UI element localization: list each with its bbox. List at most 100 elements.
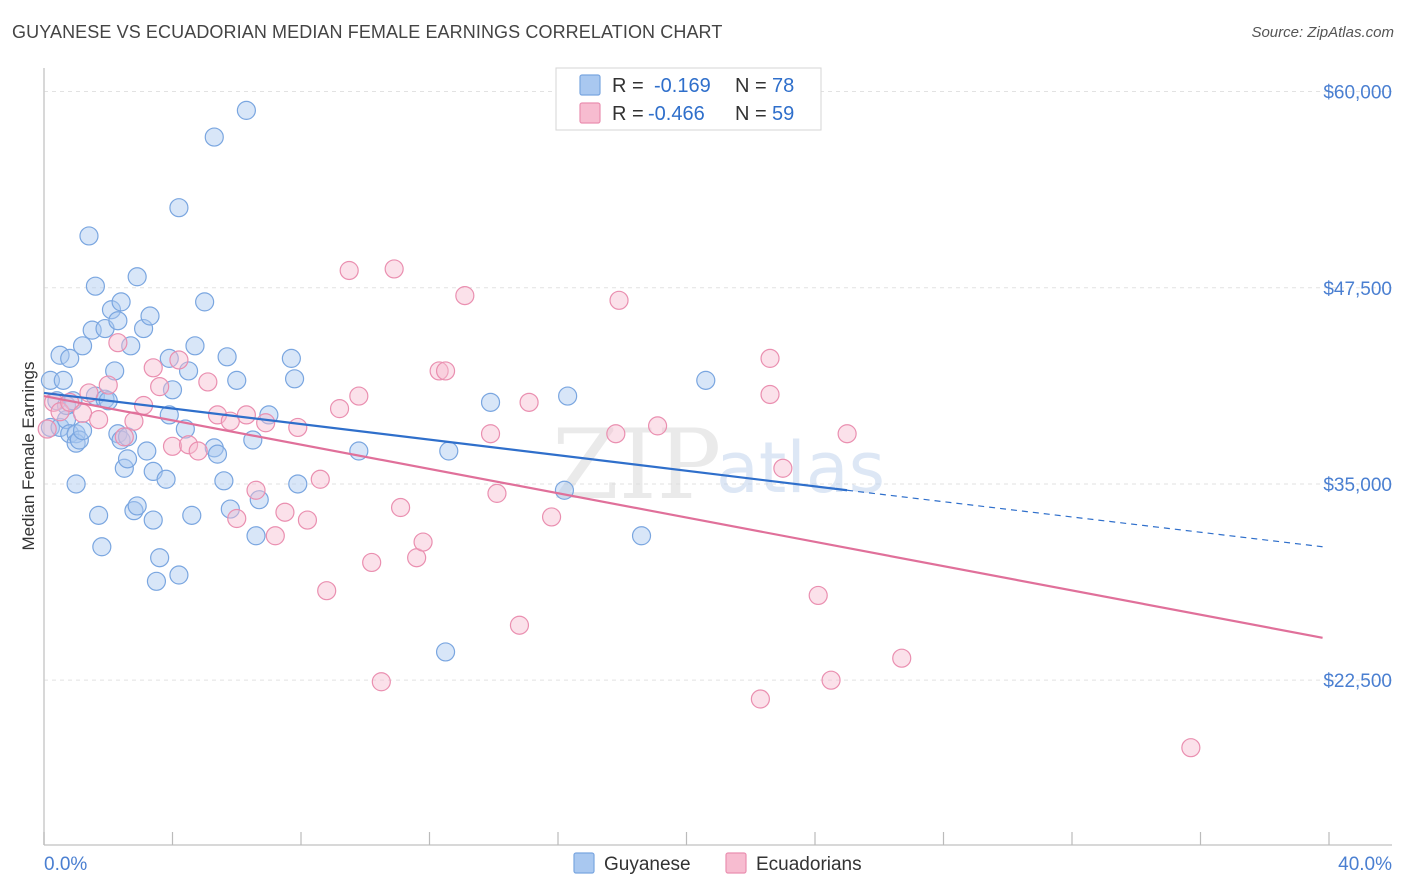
ecuadorians-point <box>606 424 626 444</box>
guyanese-point <box>435 642 456 662</box>
bottom-legend: Guyanese Ecuadorians <box>573 852 862 875</box>
axes <box>43 68 1392 846</box>
ecuadorians-point <box>89 410 109 430</box>
trend-lines <box>43 391 1323 639</box>
data-points <box>37 100 1201 758</box>
ecuadorians-point <box>329 399 350 419</box>
ecuadorians-point <box>265 526 285 546</box>
ecuadorians-point <box>413 532 433 552</box>
guyanese-point <box>439 441 459 461</box>
guyanese-point <box>72 336 93 356</box>
ecuadorians-point <box>892 648 912 668</box>
ecuadorians-point <box>150 377 170 397</box>
guyanese-point <box>79 226 99 246</box>
x-tick-label-max: 40.0% <box>1338 854 1392 875</box>
ecuadorians-point <box>143 358 163 378</box>
guyanese-point <box>66 474 86 494</box>
ecuadorians-point <box>275 502 295 522</box>
ecuadorians-point <box>773 458 793 478</box>
guyanese-point <box>140 306 160 326</box>
guyanese-point <box>227 370 247 390</box>
guyanese-point <box>169 198 189 218</box>
ecuadorians-point <box>509 615 530 635</box>
guyanese-point <box>127 496 147 516</box>
ecuadorians-point <box>487 483 507 503</box>
watermark: ZIP atlas <box>552 409 885 521</box>
guyanese-point <box>204 127 224 147</box>
ecuadorians-point <box>339 260 359 281</box>
ecuadorians-point <box>297 510 318 530</box>
ecuadorians-point <box>169 350 189 370</box>
ecuadorians-point <box>256 413 276 433</box>
ecuadorians-point <box>288 417 308 438</box>
legend: R = -0.169 N = 78 R = -0.466 N = 59 <box>555 67 822 131</box>
ecuadorians-point <box>541 507 562 527</box>
guyanese-point <box>236 100 256 120</box>
bottom-legend-label-guyanese: Guyanese <box>604 854 691 875</box>
guyanese-point <box>156 469 176 489</box>
guyanese-point <box>133 318 154 339</box>
chart-source: Source: ZipAtlas.com <box>1251 24 1394 41</box>
y-tick-label: $35,000 <box>1323 475 1392 496</box>
ecuadorians-point <box>236 405 256 425</box>
ecuadorians-point <box>837 424 857 444</box>
guyanese-point <box>108 311 128 331</box>
legend-r-label: R = <box>612 75 644 97</box>
bottom-legend-label-ecuadorians: Ecuadorians <box>756 854 862 875</box>
x-tick-label-min: 0.0% <box>44 854 87 875</box>
ecuadorians-point <box>1181 738 1201 758</box>
guyanese-point <box>246 526 266 546</box>
ecuadorians-point <box>647 416 668 436</box>
legend-n-label: N = <box>735 103 767 125</box>
ecuadorians-point <box>435 361 456 381</box>
ecuadorians-point <box>821 670 841 690</box>
legend-n-value: 59 <box>772 103 794 125</box>
guyanese-point <box>214 471 234 491</box>
watermark-atlas: atlas <box>716 427 885 509</box>
ecuadorians-point <box>390 497 411 518</box>
guyanese-point <box>558 386 578 406</box>
ecuadorians-point <box>246 480 266 500</box>
guyanese-point <box>150 548 170 568</box>
guyanese-point <box>159 348 179 368</box>
ecuadorians-point <box>455 286 475 306</box>
guyanese-point <box>60 348 80 368</box>
legend-n-label: N = <box>735 75 767 97</box>
ecuadorians-point <box>609 290 629 310</box>
guyanese-point <box>480 392 501 412</box>
ecuadorians-point <box>178 435 199 455</box>
guyanese-point <box>85 276 106 296</box>
guyanese-point <box>72 421 93 441</box>
legend-swatch-ecuadorians <box>579 102 601 124</box>
guyanese-point <box>185 336 205 356</box>
guyanese-point <box>146 571 167 591</box>
guyanese-point <box>127 267 147 287</box>
ecuadorians-point <box>114 427 134 447</box>
guyanese-point <box>117 449 138 469</box>
ecuadorians-point <box>198 372 218 392</box>
ecuadorians-point <box>362 552 382 573</box>
chart-title: GUYANESE VS ECUADORIAN MEDIAN FEMALE EAR… <box>12 22 723 42</box>
guyanese-point <box>284 369 305 389</box>
ecuadorians-point <box>750 689 770 709</box>
y-tick-label: $47,500 <box>1323 279 1392 300</box>
guyanese-point <box>288 474 308 494</box>
ecuadorians-point <box>480 424 501 444</box>
ecuadorians-point <box>519 392 539 412</box>
y-tick-labels: $22,500 $35,000 $47,500 $60,000 <box>1323 83 1392 693</box>
guyanese-point <box>137 441 157 461</box>
ecuadorians-point <box>72 403 93 423</box>
ecuadorians-point <box>349 386 369 406</box>
ecuadorians-point <box>760 384 780 405</box>
guyanese-point <box>40 417 61 438</box>
ecuadorians-trend-line <box>43 394 1323 639</box>
legend-swatch-guyanese <box>579 74 601 96</box>
ecuadorians-point <box>808 585 828 606</box>
ecuadorians-point <box>760 348 780 368</box>
guyanese-point <box>195 292 215 312</box>
bottom-legend-swatch-ecuadorians <box>725 852 747 874</box>
guyanese-point <box>217 347 237 367</box>
ecuadorians-point <box>310 469 330 489</box>
guyanese-point <box>281 348 301 368</box>
